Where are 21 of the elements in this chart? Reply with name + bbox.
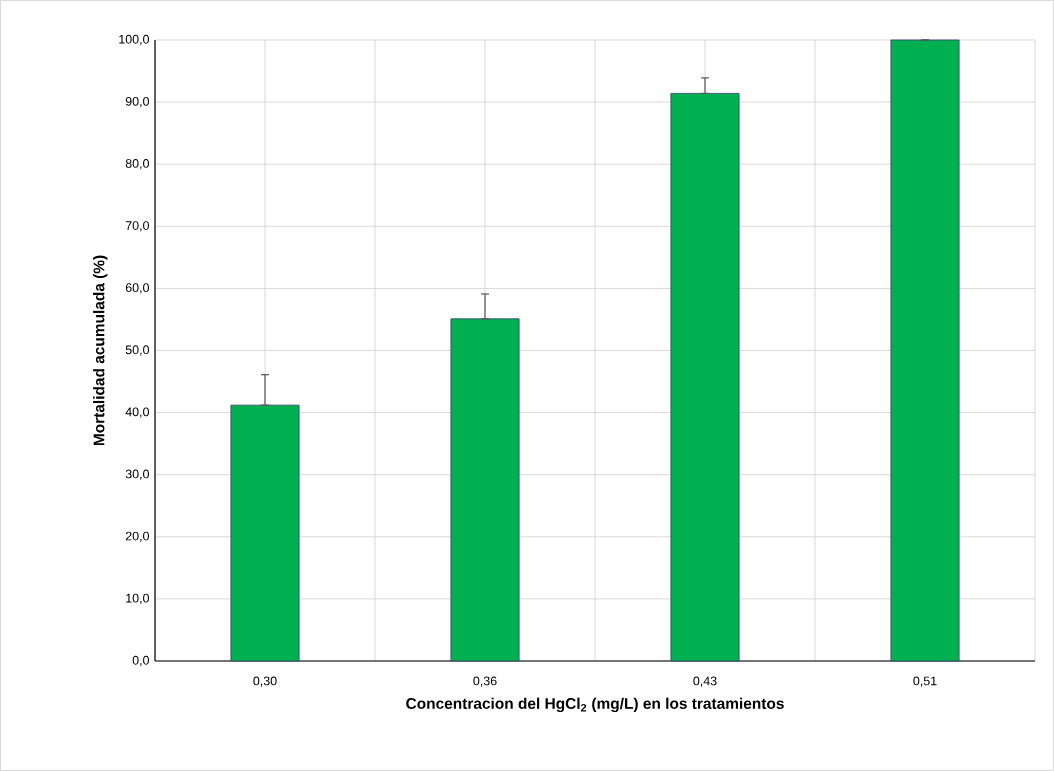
y-tick-label: 30,0 xyxy=(125,469,149,480)
y-tick-label: 70,0 xyxy=(125,221,149,232)
y-axis-title: Mortalidad acumulada (%) xyxy=(93,255,108,446)
y-tick-label: 60,0 xyxy=(125,283,149,294)
bar xyxy=(450,318,520,662)
y-tick-label: 20,0 xyxy=(125,531,149,542)
x-tick-label: 0,43 xyxy=(693,676,717,687)
x-tick-label: 0,51 xyxy=(913,676,937,687)
y-tick-label: 50,0 xyxy=(125,345,149,356)
y-tick-label: 80,0 xyxy=(125,159,149,170)
x-tick-label: 0,30 xyxy=(253,676,277,687)
y-tick-label: 90,0 xyxy=(125,96,149,108)
y-tick-label: 10,0 xyxy=(126,593,149,605)
y-tick-label: 0,0 xyxy=(132,655,149,667)
x-axis-title: Concentracion del HgCl$_{2}$ (mg/L) en los tratamientos xyxy=(406,697,784,713)
y-tick-label: 40,0 xyxy=(125,407,149,418)
x-tick-label: 0,36 xyxy=(473,676,497,687)
bar xyxy=(230,404,300,662)
y-tick-label: 100,0 xyxy=(119,34,149,46)
bar xyxy=(670,92,740,662)
bar xyxy=(890,39,960,662)
